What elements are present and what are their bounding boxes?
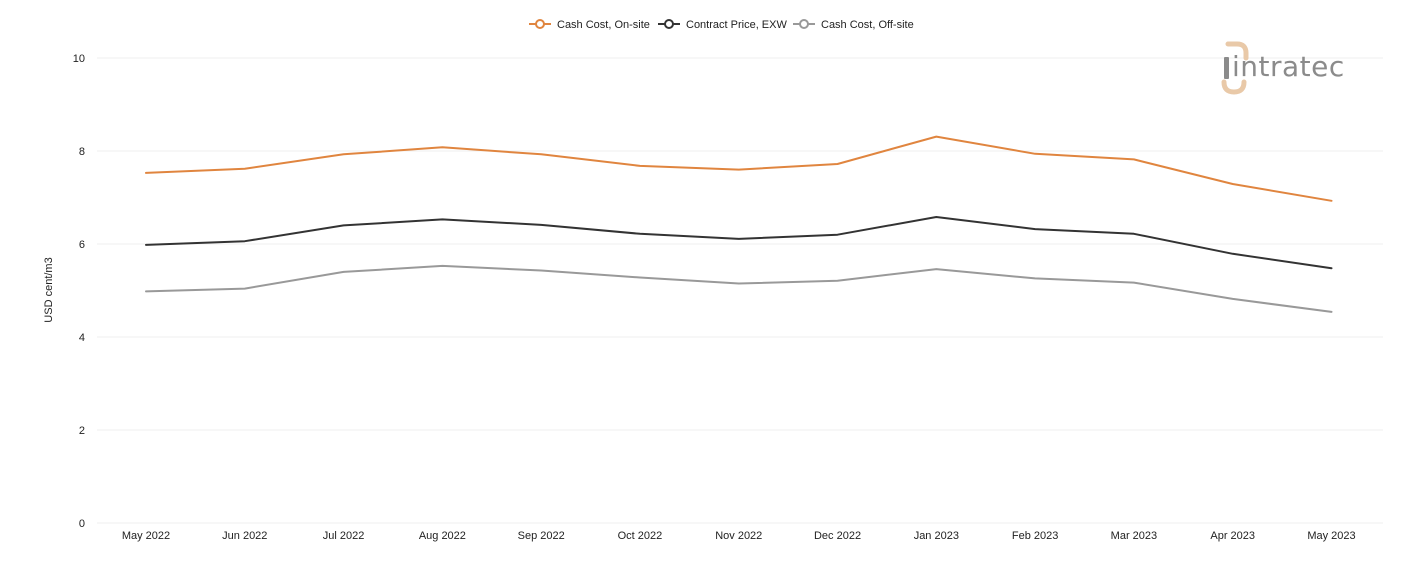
y-tick-label: 6	[79, 239, 85, 251]
x-tick-label: Dec 2022	[814, 530, 861, 542]
x-axis-ticks: May 2022 Jun 2022 Jul 2022 Aug 2022 Sep 2022…	[122, 530, 1356, 542]
y-tick-label: 2	[79, 425, 85, 437]
legend-item-3[interactable]: Cash Cost, Off-site	[793, 19, 914, 31]
y-axis-ticks: 0 2 4 6 8 10	[73, 53, 85, 530]
legend-label: Contract Price, EXW	[686, 19, 787, 31]
y-tick-label: 10	[73, 53, 85, 65]
y-tick-label: 4	[79, 332, 85, 344]
legend-item-2[interactable]: Contract Price, EXW	[658, 19, 787, 31]
y-tick-label: 8	[79, 146, 85, 158]
x-tick-label: May 2023	[1307, 530, 1355, 542]
x-tick-label: Aug 2022	[419, 530, 466, 542]
x-tick-label: Jan 2023	[914, 530, 959, 542]
x-tick-label: Jun 2022	[222, 530, 267, 542]
legend-label: Cash Cost, Off-site	[821, 19, 914, 31]
legend-label: Cash Cost, On-site	[557, 19, 650, 31]
logo-mark-icon	[1221, 41, 1249, 95]
series-lines	[145, 135, 1333, 313]
legend-marker-icon	[664, 19, 674, 29]
gridlines	[97, 57, 1383, 524]
x-tick-label: Sep 2022	[518, 530, 565, 542]
legend-marker-icon	[535, 19, 545, 29]
series-line-3	[145, 264, 1333, 313]
x-tick-label: Oct 2022	[618, 530, 663, 542]
legend: Cash Cost, On-site Contract Price, EXW Cas…	[529, 19, 914, 31]
y-tick-label: 0	[79, 518, 85, 530]
legend-item-1[interactable]: Cash Cost, On-site	[529, 19, 650, 31]
y-axis-title: USD cent/m3	[43, 257, 55, 322]
x-tick-label: Nov 2022	[715, 530, 762, 542]
x-tick-label: Jul 2022	[323, 530, 365, 542]
legend-marker-icon	[799, 19, 809, 29]
x-tick-label: Feb 2023	[1012, 530, 1058, 542]
intratec-logo: intratec	[1221, 41, 1345, 95]
x-tick-label: Mar 2023	[1111, 530, 1157, 542]
logo-text: intratec	[1232, 50, 1345, 83]
series-line-1	[145, 135, 1333, 202]
x-tick-label: May 2022	[122, 530, 170, 542]
series-line-2	[145, 216, 1333, 270]
x-tick-label: Apr 2023	[1210, 530, 1255, 542]
